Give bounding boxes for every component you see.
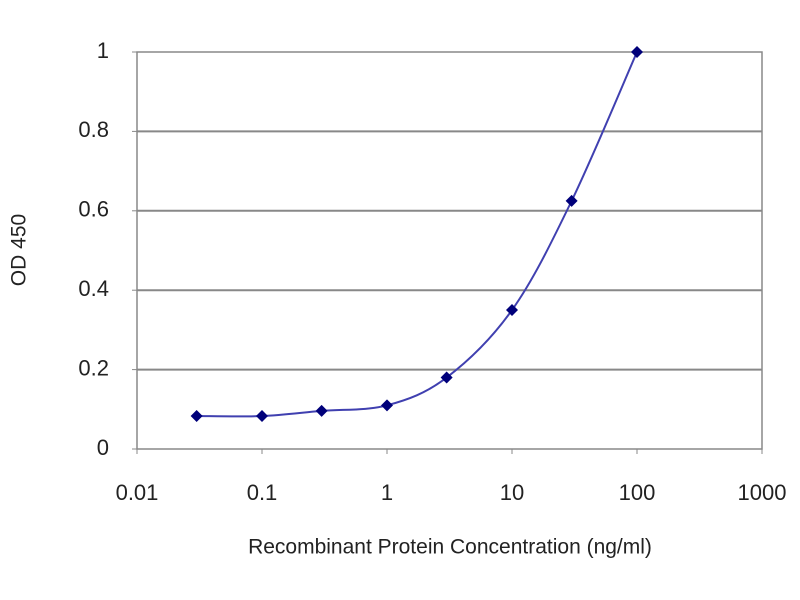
x-tick-label: 1	[381, 480, 393, 505]
x-tick-label: 0.1	[247, 480, 278, 505]
point	[315, 404, 328, 417]
x-tick-label: 0.01	[116, 480, 159, 505]
point	[381, 399, 393, 412]
x-axis-title: Recombinant Protein Concentration (ng/ml…	[248, 536, 652, 559]
y-tick-label: 0	[97, 435, 109, 460]
y-tick-label: 0.2	[78, 355, 109, 380]
point	[440, 371, 453, 384]
y-tick-label: 0.4	[78, 276, 109, 301]
y-tick-label: 1	[97, 38, 109, 63]
point	[256, 410, 268, 423]
y-axis-title: OD 450	[8, 214, 31, 286]
plot-area	[136, 51, 763, 450]
x-tick-label: 10	[500, 480, 524, 505]
x-tick-label: 1000	[738, 480, 787, 505]
point	[506, 304, 518, 317]
x-tick-label: 100	[619, 480, 656, 505]
point	[190, 410, 203, 423]
y-tick-label: 0.6	[78, 197, 109, 222]
y-tick-label: 0.8	[78, 117, 109, 142]
point	[631, 46, 643, 58]
point	[565, 194, 578, 207]
